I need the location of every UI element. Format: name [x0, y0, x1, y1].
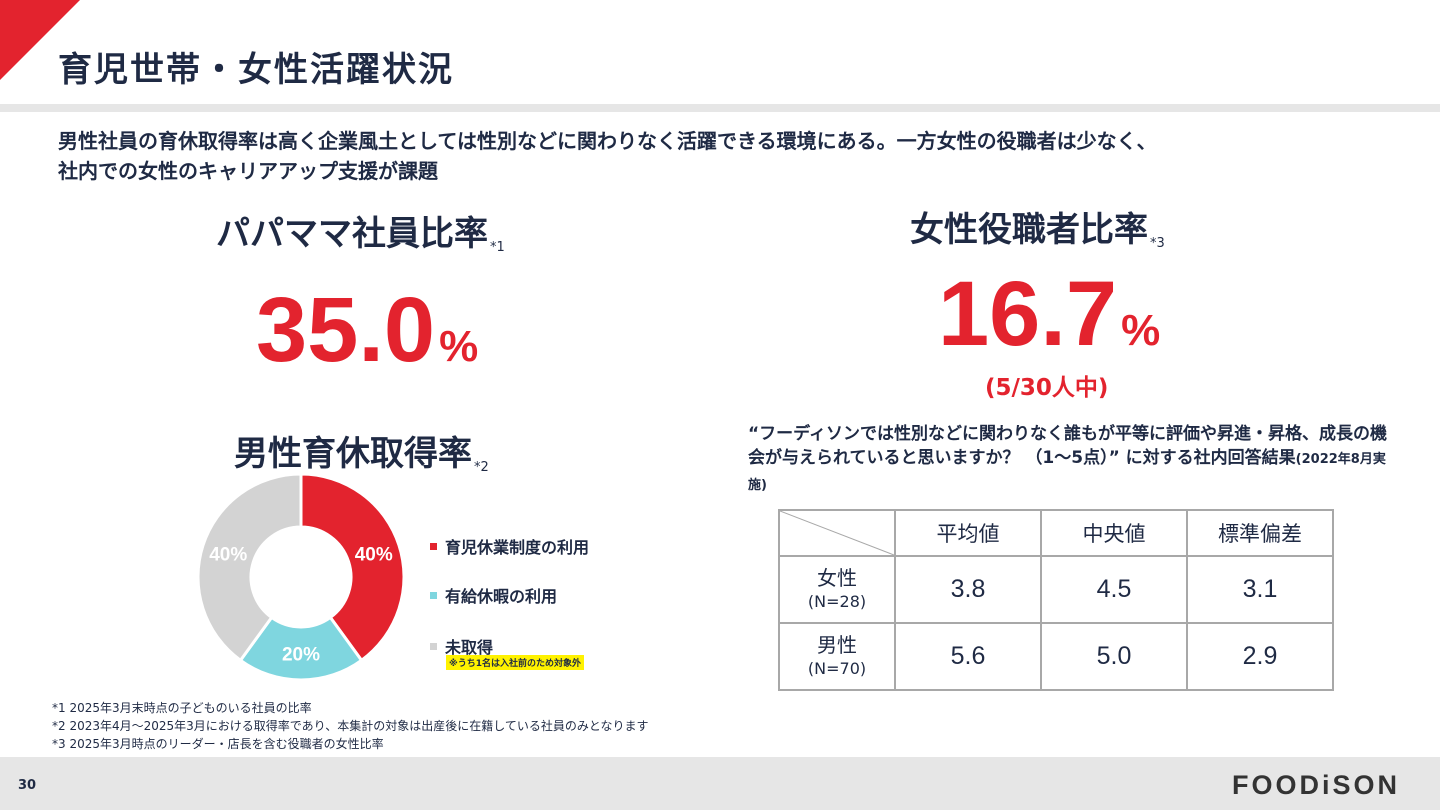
table-cell: 3.8 [894, 555, 1042, 624]
row-header-female: 女性 (N=28) [778, 555, 896, 624]
row-label: 男性 [817, 632, 857, 657]
donut-label-2: 40% [209, 544, 247, 565]
donut-slice-2 [196, 472, 303, 663]
paternity-heading: 男性育休取得率 *2 [234, 426, 489, 475]
paternity-note: *2 [474, 460, 489, 475]
paternity-heading-text: 男性育休取得率 [234, 434, 472, 474]
footnote-2: *2 2023年4月〜2025年3月における取得率であり、本集計の対象は出産後に… [52, 719, 649, 733]
legend-swatch-gray [430, 643, 437, 650]
papa-mama-value: 35.0% [256, 278, 478, 383]
table-cell: 5.0 [1040, 622, 1188, 691]
column-header-mean: 平均値 [894, 509, 1042, 557]
corner-accent [0, 0, 80, 80]
survey-question-text: “フーディソンでは性別などに関わりなく誰もが平等に評価や昇進・昇格、成長の機会が… [748, 424, 1387, 468]
row-header-male: 男性 (N=70) [778, 622, 896, 691]
footnote-3: *3 2025年3月時点のリーダー・店長を含む役職者の女性比率 [52, 737, 384, 751]
row-count: (N=28) [807, 591, 867, 611]
lead-line-1: 男性社員の育休取得率は高く企業風土としては性別などに関わりなく活躍できる環境にあ… [58, 129, 1157, 153]
row-count: (N=70) [807, 658, 867, 678]
footnote-1: *1 2025年3月末時点の子どものいる社員の比率 [52, 701, 312, 715]
foodison-logo: FOODiSON [1232, 770, 1401, 800]
donut-slice-0 [299, 472, 406, 663]
legend-label: 未取得 [445, 638, 494, 657]
legend-label: 有給休暇の利用 [445, 587, 558, 606]
table-cell: 2.9 [1186, 622, 1334, 691]
donut-label-1: 20% [282, 645, 320, 666]
papa-mama-heading: パパママ社員比率 *1 [216, 206, 505, 255]
page-number: 30 [18, 778, 37, 793]
lead-line-2: 社内での女性のキャリアアップ支援が課題 [58, 159, 438, 183]
table-cell: 4.5 [1040, 555, 1188, 624]
papa-mama-unit: % [439, 322, 479, 371]
female-managers-sub: (5/30人中) [985, 375, 1109, 401]
female-managers-unit: % [1121, 306, 1161, 355]
column-header-median: 中央値 [1040, 509, 1188, 557]
footnotes: *1 2025年3月末時点の子どものいる社員の比率 *2 2023年4月〜202… [52, 699, 648, 753]
table-row: 男性 (N=70) 5.6 5.0 2.9 [778, 622, 1334, 691]
row-label: 女性 [817, 565, 857, 590]
legend-label: 育児休業制度の利用 [445, 538, 590, 557]
highlight-note: ※うち1名は入社前のため対象外 [446, 655, 585, 670]
donut-label-0: 40% [355, 544, 393, 565]
diagonal-line [780, 511, 894, 555]
legend-swatch-red [430, 543, 437, 550]
table-cell: 5.6 [894, 622, 1042, 691]
papa-mama-heading-text: パパママ社員比率 [216, 214, 488, 254]
paternity-donut-chart: 40% 20% 40% [196, 472, 406, 682]
female-managers-heading: 女性役職者比率 *3 [910, 202, 1165, 251]
female-managers-value: 16.7% [938, 262, 1160, 367]
survey-date-note: (2022年8月実施) [748, 452, 1386, 493]
legend-swatch-cyan [430, 592, 437, 599]
table-cell: 3.1 [1186, 555, 1334, 624]
female-managers-heading-text: 女性役職者比率 [910, 210, 1148, 250]
table-header-row: 平均値 中央値 標準偏差 [778, 509, 1334, 557]
title-divider [0, 104, 1440, 112]
donut-slice-1 [238, 615, 364, 682]
column-header-stddev: 標準偏差 [1186, 509, 1334, 557]
female-managers-note: *3 [1150, 236, 1165, 251]
table-corner-cell [778, 509, 896, 557]
legend-item-paid-leave: 有給休暇の利用 [430, 583, 557, 607]
page-title: 育児世帯・女性活躍状況 [58, 50, 454, 90]
legend-item-not-taken: 未取得 [430, 634, 493, 658]
papa-mama-note: *1 [490, 240, 505, 255]
lead-text: 男性社員の育休取得率は高く企業風土としては性別などに関わりなく活躍できる環境にあ… [58, 126, 1398, 186]
papa-mama-number: 35.0 [256, 279, 436, 381]
survey-table: 平均値 中央値 標準偏差 女性 (N=28) 3.8 4.5 3.1 男性 (N… [778, 509, 1334, 691]
table-row: 女性 (N=28) 3.8 4.5 3.1 [778, 555, 1334, 624]
footer-bar [0, 757, 1440, 810]
female-managers-number: 16.7 [938, 263, 1118, 365]
legend-item-childcare-leave: 育児休業制度の利用 [430, 534, 589, 558]
survey-question: “フーディソンでは性別などに関わりなく誰もが平等に評価や昇進・昇格、成長の機会が… [748, 422, 1388, 498]
